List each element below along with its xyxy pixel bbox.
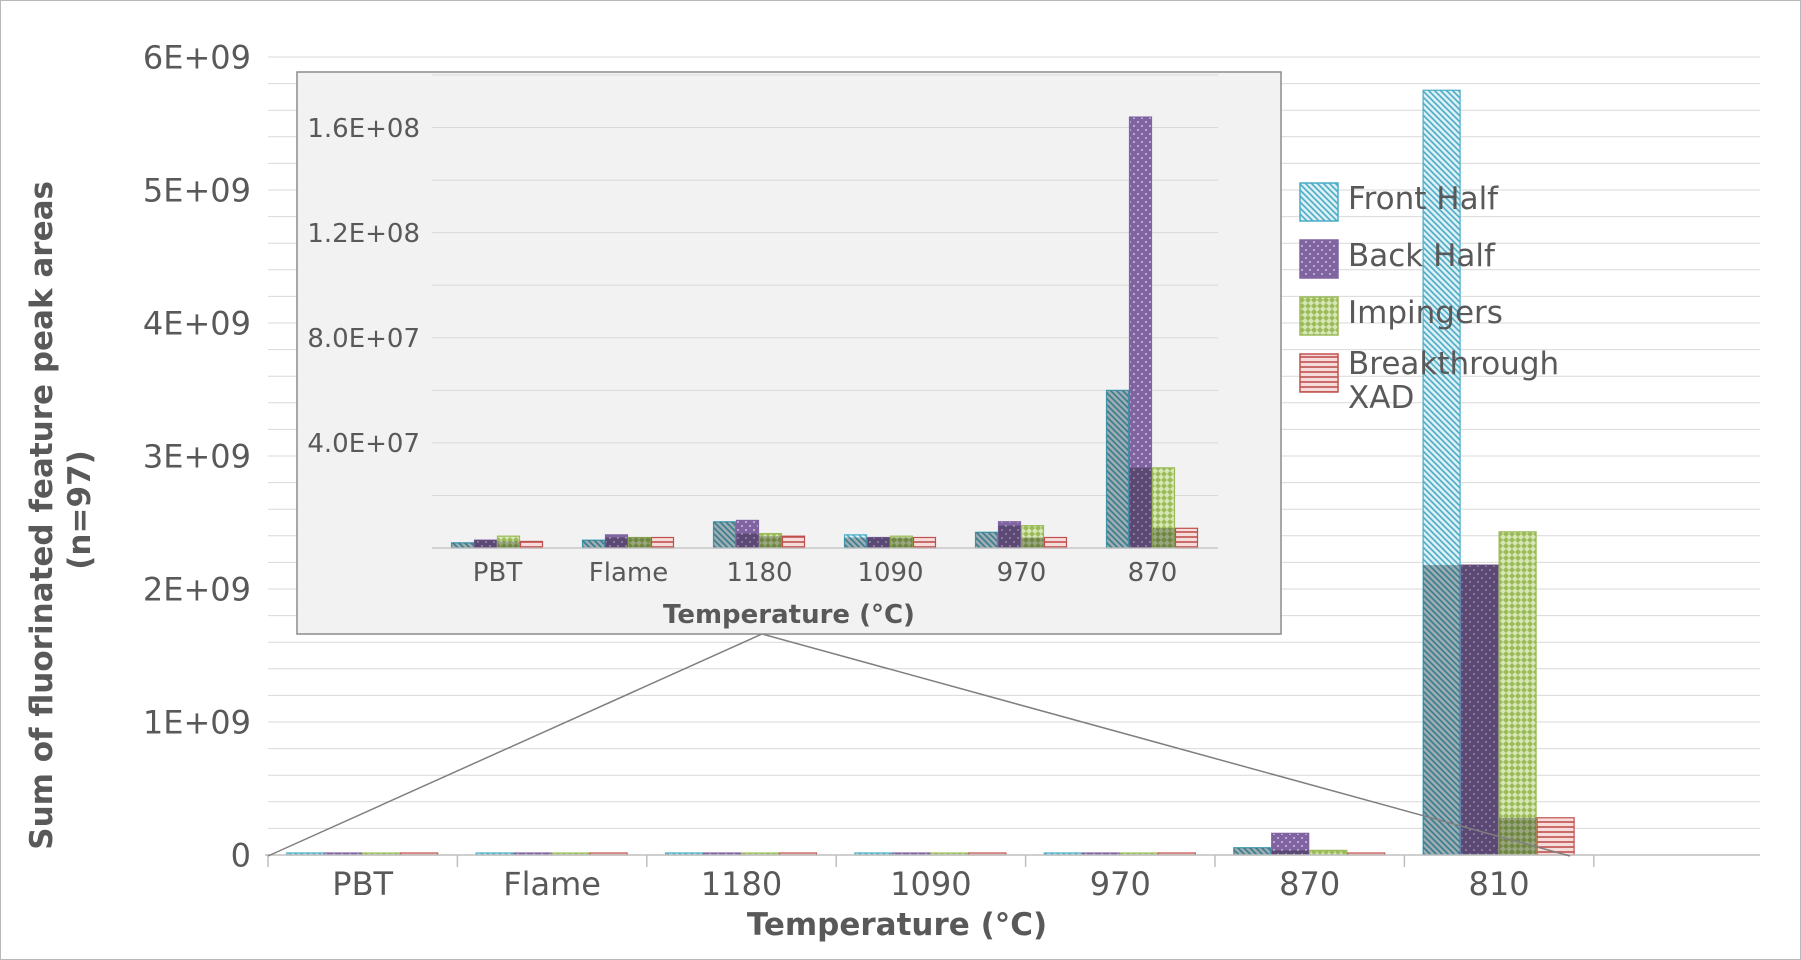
main-bar-breakthrough-xad-810	[1536, 817, 1575, 856]
inset-y-tick-label: 8.0E+07	[307, 324, 420, 354]
main-y-tick-label: 3E+09	[143, 438, 251, 476]
main-bar-overlap-870	[1233, 847, 1271, 855]
main-x-tick-label-1180: 1180	[701, 865, 782, 903]
inset-bar-overlap-1090	[890, 537, 913, 548]
legend-label-front-half: Front Half	[1348, 181, 1499, 217]
legend-label-breakthrough-xad: Breakthrough XAD	[1348, 346, 1559, 416]
inset-bar-breakthrough-xad-970	[1043, 536, 1068, 549]
inset-bar-overlap-1090	[844, 537, 867, 548]
legend-label-back-half: Back Half	[1348, 238, 1496, 274]
inset-bar-overlap-870	[1152, 528, 1175, 548]
inset-bar-breakthrough-xad-1180	[781, 535, 806, 549]
inset-bar-breakthrough-xad-1090	[912, 536, 937, 549]
main-y-tick-label: 6E+09	[143, 39, 251, 77]
inset-y-tick-labels: 4.0E+07 8.0E+07 1.2E+08 1.6E+08	[307, 114, 420, 459]
inset-x-tick-label-1090: 1090	[857, 558, 923, 588]
inset-bar-overlap-1180	[759, 536, 782, 548]
main-bar-overlap-810	[1461, 565, 1499, 855]
main-y-tick-labels: 0 1E+09 2E+09 3E+09 4E+09 5E+09 6E+09	[143, 39, 251, 875]
inset-x-tick-labels: PBT Flame 1180 1090 970 870	[473, 558, 1178, 588]
zoom-line-left	[267, 633, 763, 857]
inset-bar-overlap-pbt	[451, 542, 474, 548]
main-bar-overlap-870	[1271, 850, 1309, 855]
main-x-tick-label-1090: 1090	[890, 865, 971, 903]
main-bar-overlap-810	[1423, 565, 1461, 855]
main-bars	[286, 89, 1575, 856]
inset-bar-breakthrough-xad-flame	[650, 536, 675, 549]
inset-bar-overlap-flame	[628, 537, 651, 548]
main-y-axis-title-line1: Sum of fluorinated feature peak areas	[24, 181, 60, 850]
main-bar-impingers-810	[1498, 531, 1537, 856]
main-bar-front-half-810	[1422, 89, 1461, 856]
inset-x-tick-label-870: 870	[1128, 558, 1178, 588]
main-x-tick-labels: PBT Flame 1180 1090 970 870 810	[332, 865, 1529, 903]
inset-gridlines	[432, 74, 1218, 496]
inset-bar-overlap-flame	[582, 540, 605, 548]
inset-bar-overlap-flame	[605, 537, 628, 548]
main-x-tick-label-810: 810	[1469, 865, 1530, 903]
legend: Front Half Back Half Impingers Breakthrough…	[1299, 181, 1559, 416]
inset-x-tick-label-970: 970	[997, 558, 1047, 588]
inset-x-axis-title: Temperature (°C)	[663, 600, 915, 630]
main-bar-overlap-810	[1499, 817, 1537, 855]
main-overlap-shading	[1233, 565, 1537, 855]
inset-bar-overlap-970	[998, 525, 1021, 548]
legend-swatch-breakthrough-xad	[1299, 353, 1339, 393]
inset-bars	[450, 116, 1199, 549]
inset-x-tick-label-1180: 1180	[726, 558, 792, 588]
inset-bar-breakthrough-xad-pbt	[519, 540, 544, 549]
legend-label-impingers: Impingers	[1348, 295, 1503, 331]
main-y-axis-title-line2: (n=97)	[62, 450, 98, 570]
main-x-tick-label-flame: Flame	[503, 865, 601, 903]
inset-bar-overlap-pbt	[474, 540, 497, 548]
main-x-tick-label-970: 970	[1090, 865, 1151, 903]
inset-bar-overlap-870	[1129, 467, 1152, 548]
inset-bar-overlap-1090	[867, 537, 890, 548]
main-y-tick-label: 4E+09	[143, 305, 251, 343]
inset-bar-overlap-870	[1106, 390, 1129, 548]
main-x-tick-label-870: 870	[1279, 865, 1340, 903]
main-x-axis-title: Temperature (°C)	[747, 907, 1047, 943]
inset-y-tick-label: 1.6E+08	[307, 114, 420, 144]
inset-bar-overlap-970	[975, 532, 998, 548]
inset-bar-overlap-970	[1021, 537, 1044, 548]
main-y-tick-label: 2E+09	[143, 571, 251, 609]
main-y-tick-label: 5E+09	[143, 172, 251, 210]
inset-x-tick-label-pbt: PBT	[473, 558, 523, 588]
main-y-tick-label: 1E+09	[143, 704, 251, 742]
zoom-line-right	[761, 633, 1571, 857]
inset-y-tick-label: 1.2E+08	[307, 219, 420, 249]
inset-x-tick-label-flame: Flame	[589, 558, 668, 588]
legend-swatch-back-half	[1299, 239, 1339, 279]
main-y-axis-title: Sum of fluorinated feature peak areas (n…	[24, 170, 98, 850]
main-x-tick-label-pbt: PBT	[332, 865, 393, 903]
inset-bar-overlap-pbt	[497, 541, 520, 548]
inset-bar-overlap-1180	[713, 521, 736, 548]
inset-bar-breakthrough-xad-870	[1174, 527, 1199, 549]
inset-overlap-shading	[451, 390, 1175, 548]
main-y-tick-label: 0	[231, 837, 251, 875]
inset-bar-overlap-1180	[736, 533, 759, 548]
legend-swatch-front-half	[1299, 182, 1339, 222]
inset-y-tick-label: 4.0E+07	[307, 429, 420, 459]
main-category-separators	[267, 855, 1595, 867]
legend-swatch-impingers	[1299, 296, 1339, 336]
